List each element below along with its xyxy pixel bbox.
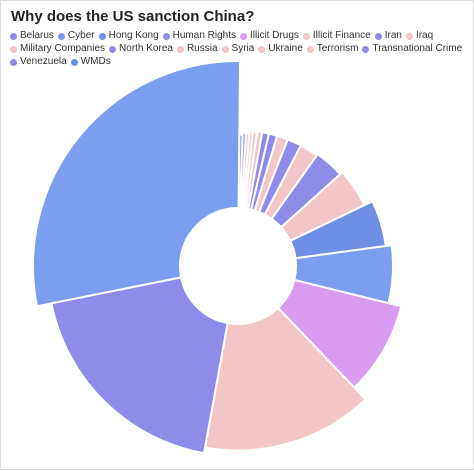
legend-dot — [374, 32, 382, 40]
legend-label: Illicit Finance — [312, 30, 371, 41]
legend-dot — [57, 32, 65, 40]
legend-dot — [302, 32, 310, 40]
legend-label: Military Companies — [20, 43, 106, 54]
legend-item-military-companies[interactable]: Military Companies — [10, 43, 105, 55]
legend-item-wmds[interactable]: WMDs — [70, 56, 111, 68]
legend-label: Human Rights — [172, 30, 236, 41]
legend-item-syria[interactable]: Syria — [221, 43, 255, 55]
legend-item-terrorism[interactable]: Terrorism — [306, 43, 359, 55]
legend-item-iran[interactable]: Iran — [374, 30, 402, 42]
legend-label: Hong Kong — [108, 30, 159, 41]
legend-dot — [162, 32, 170, 40]
legend-item-ukraine[interactable]: Ukraine — [258, 43, 303, 55]
legend-dot — [98, 32, 106, 40]
legend-label: North Korea — [119, 43, 173, 54]
legend-item-belarus[interactable]: Belarus — [10, 30, 54, 42]
legend-dot — [306, 45, 314, 53]
legend-label: Ukraine — [268, 43, 303, 54]
legend-dot — [109, 45, 117, 53]
legend-dot — [10, 58, 17, 66]
pie-slice-illicit-finance[interactable] — [203, 306, 367, 452]
pie-slice-cyber[interactable] — [32, 60, 242, 308]
chart-title: Why does the US sanction China? — [11, 8, 255, 25]
legend-item-cyber[interactable]: Cyber — [57, 30, 95, 42]
legend-dot — [240, 32, 247, 40]
legend-label: Transnational Crime — [372, 43, 463, 54]
legend-label: Iraq — [415, 30, 434, 41]
legend-label: Iran — [384, 30, 402, 41]
legend-dot — [70, 58, 78, 66]
legend-item-north-korea[interactable]: North Korea — [109, 43, 173, 55]
legend-item-illicit-finance[interactable]: Illicit Finance — [302, 30, 371, 42]
pie-slice-iran[interactable] — [50, 276, 229, 455]
legend-item-human-rights[interactable]: Human Rights — [162, 30, 236, 42]
legend-label: Russia — [186, 43, 218, 54]
legend-label: WMDs — [80, 56, 111, 67]
legend-dot — [258, 45, 266, 53]
legend-label: Belarus — [20, 30, 54, 41]
legend-dot — [10, 45, 17, 53]
legend-label: Illicit Drugs — [250, 30, 299, 41]
legend-label: Venezuela — [20, 56, 67, 67]
legend-label: Cyber — [67, 30, 95, 41]
legend-item-russia[interactable]: Russia — [176, 43, 218, 55]
legend-label: Syria — [231, 43, 255, 54]
legend-item-transnational-crime[interactable]: Transnational Crime — [362, 43, 462, 55]
legend-dot — [405, 32, 413, 40]
legend-dot — [221, 45, 229, 53]
legend-item-iraq[interactable]: Iraq — [405, 30, 434, 42]
legend-dot — [10, 32, 17, 40]
legend-item-illicit-drugs[interactable]: Illicit Drugs — [240, 30, 299, 42]
chart-legend: Belarus Cyber Hong Kong Human Rights Illicit… — [10, 30, 470, 68]
legend-item-venezuela[interactable]: Venezuela — [10, 56, 67, 68]
legend-item-hong-kong[interactable]: Hong Kong — [98, 30, 159, 42]
legend-dot — [176, 45, 184, 53]
legend-dot — [362, 45, 370, 53]
legend-label: Terrorism — [316, 43, 359, 54]
